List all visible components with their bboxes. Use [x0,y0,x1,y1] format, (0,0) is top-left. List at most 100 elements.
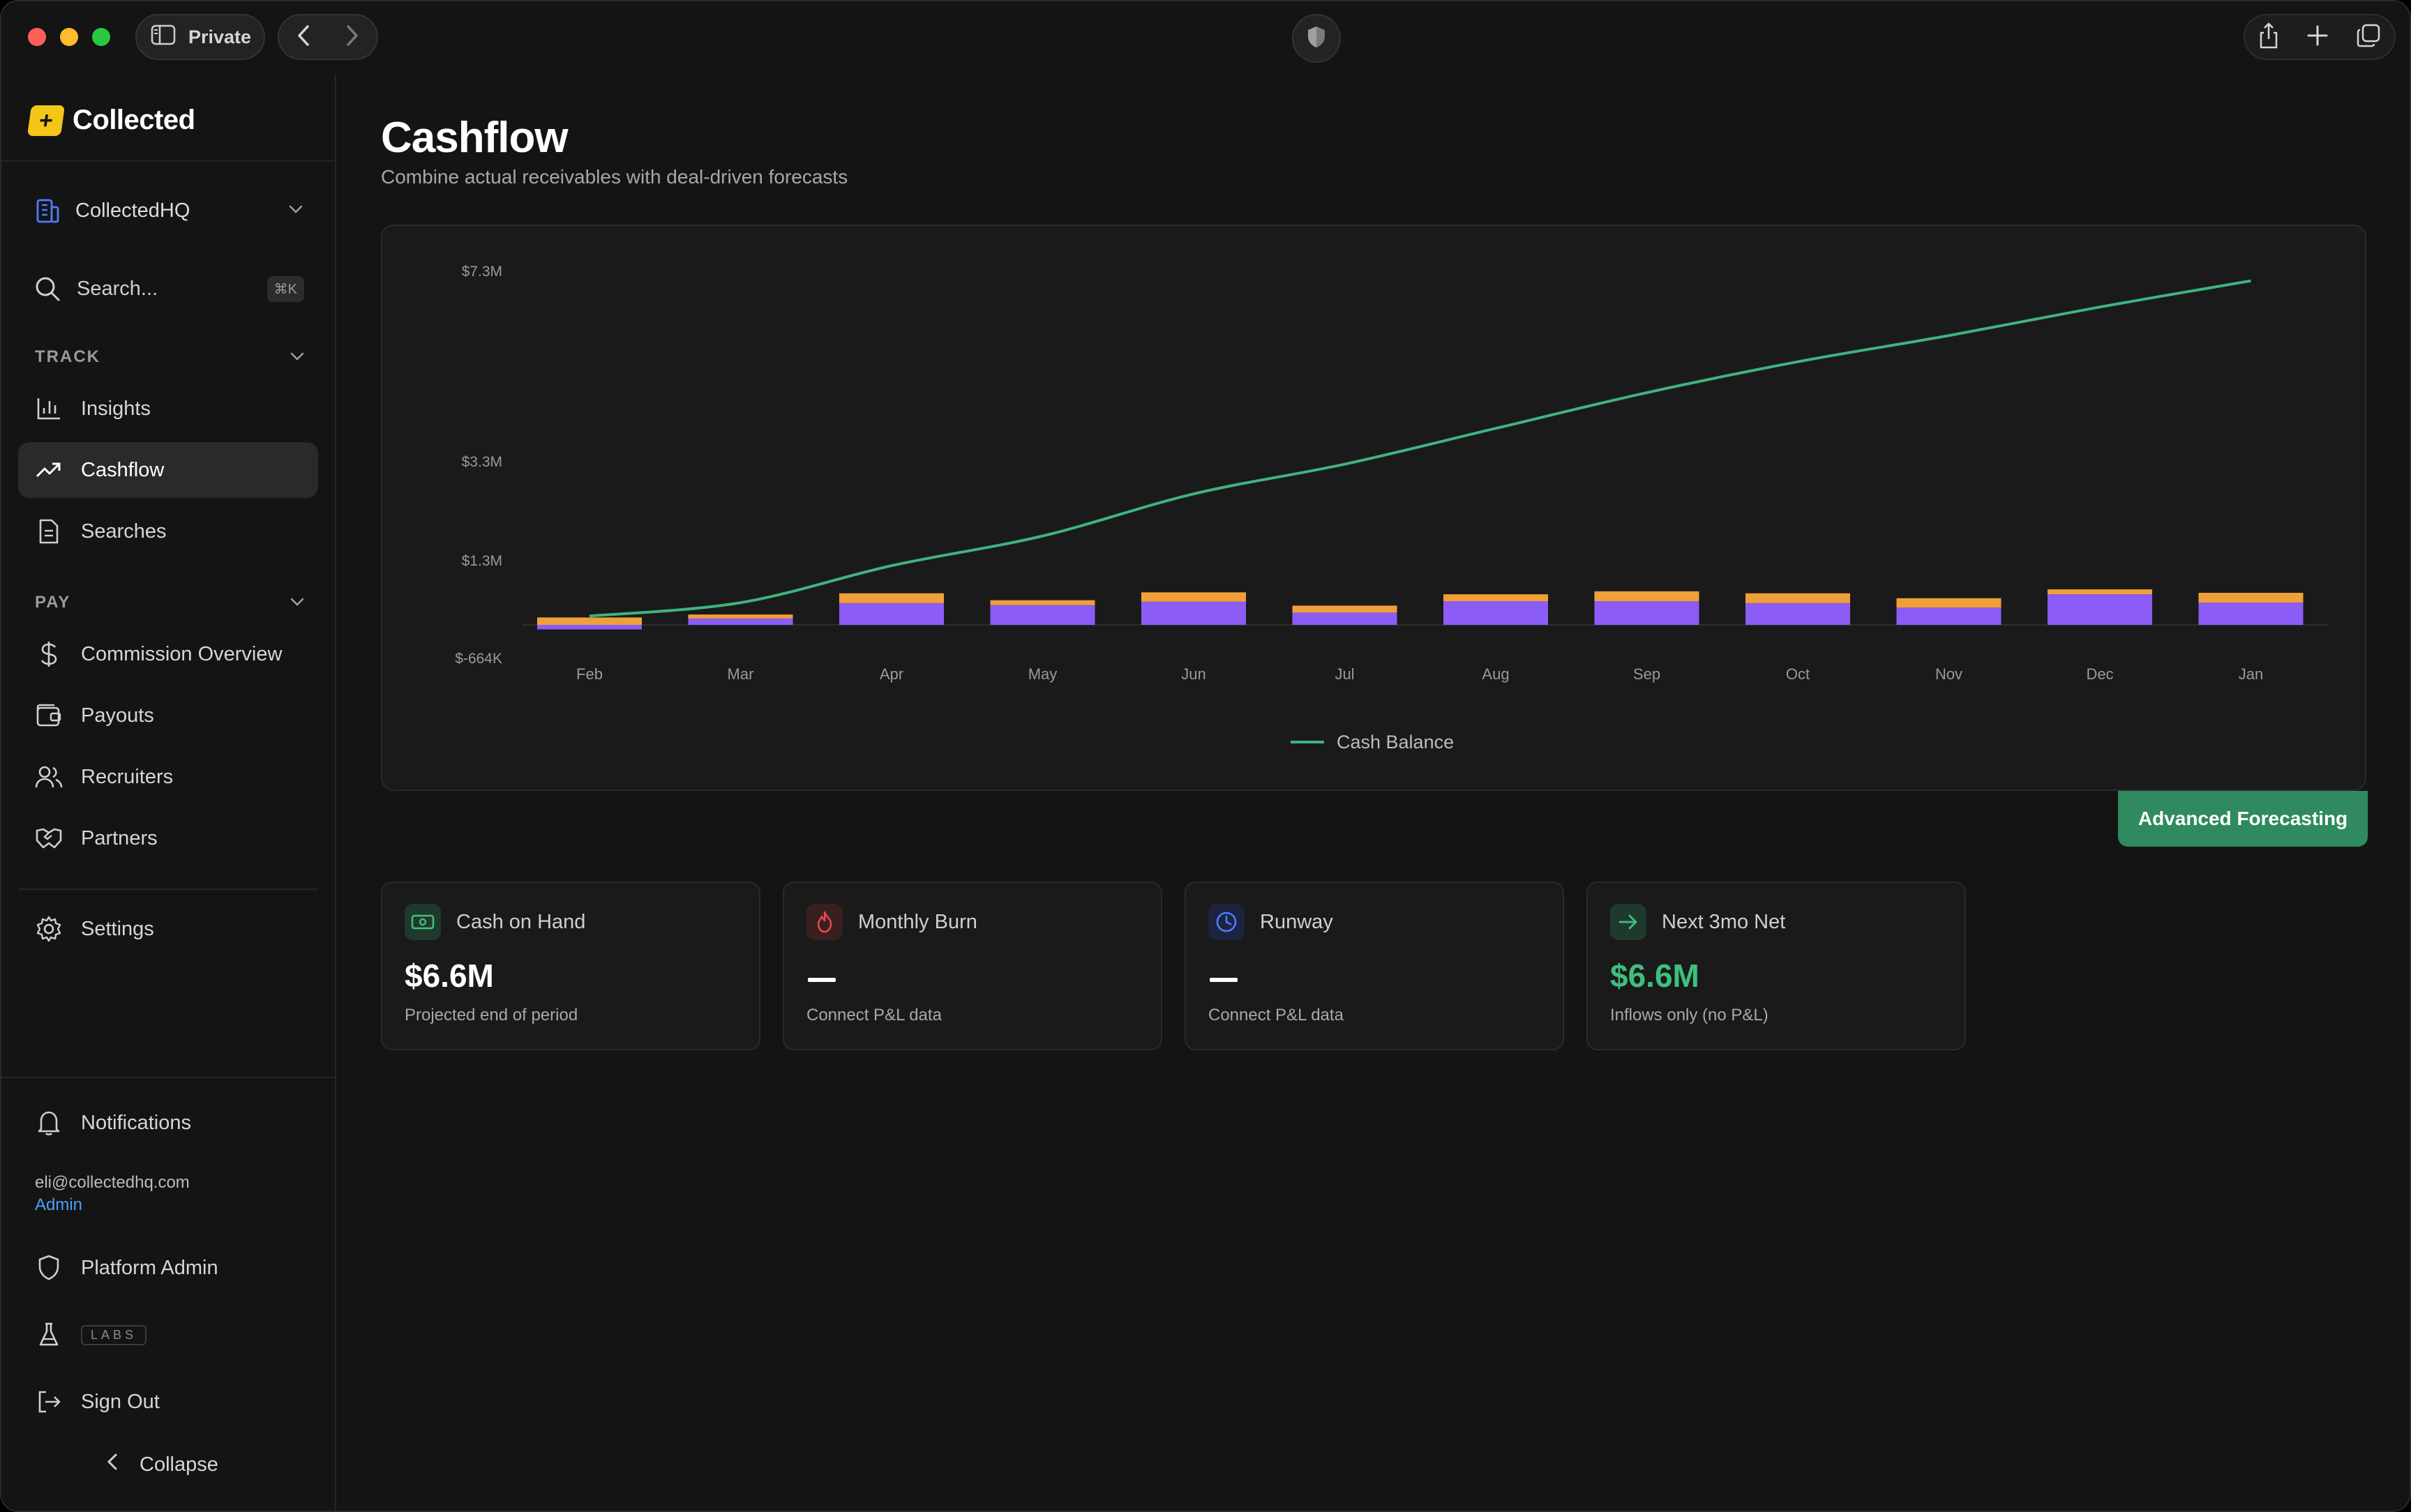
bar-orange [839,593,944,603]
share-icon[interactable] [2258,22,2279,53]
sidebar-item-label: Settings [81,917,154,940]
brand[interactable]: + Collected [27,105,195,136]
search-input[interactable]: Search... ⌘K [33,268,304,310]
sidebar-item-recruiters[interactable]: Recruiters [18,749,318,805]
private-sidebar-button[interactable]: Private [135,14,265,60]
sidebar-item-sign-out[interactable]: Sign Out [18,1374,318,1430]
user-email: eli@collectedhq.com [35,1173,190,1192]
dollar-icon [35,640,63,668]
sidebar-item-insights[interactable]: Insights [18,381,318,437]
sidebar-divider [1,160,335,162]
bar-orange [1594,591,1699,602]
shield-icon [1306,25,1327,52]
pay-section-label: PAY [35,593,71,612]
org-name: CollectedHQ [75,199,190,222]
collapse-label: Collapse [140,1453,218,1476]
pay-section-header[interactable]: PAY [35,589,306,617]
sign-out-icon [35,1388,63,1416]
stat-subtext: Connect P&L data [1208,1006,1344,1025]
bar-orange [1141,592,1246,602]
cash-balance-line [589,279,2251,618]
bar-purple [1141,601,1246,625]
bar-orange [688,614,793,619]
cashflow-chart-card: $7.3M $3.3M $1.3M $-664K Feb Mar Apr May Jun Jul A… [381,225,2366,791]
document-icon [35,517,63,545]
close-window-button[interactable] [28,28,46,46]
privacy-shield-button[interactable] [1292,14,1341,63]
shield-outline-icon [35,1254,63,1282]
x-tick-label: Apr [880,665,903,683]
x-tick-label: Sep [1633,665,1660,683]
chevron-left-icon [106,1452,119,1477]
back-icon[interactable] [295,24,312,51]
cash-icon [405,904,441,940]
new-tab-icon[interactable] [2306,24,2329,50]
track-section-label: TRACK [35,347,100,366]
forward-icon[interactable] [344,24,361,51]
x-tick-label: Dec [2086,665,2113,683]
cashflow-chart: $7.3M $3.3M $1.3M $-664K Feb Mar Apr May Jun Jul A… [455,264,2329,753]
legend-label: Cash Balance [1337,732,1454,753]
x-tick-label: Mar [728,665,754,683]
bar-purple [1594,601,1699,625]
labs-badge: LABS [81,1324,147,1345]
y-tick-label: $3.3M [462,454,502,470]
sidebar-item-settings[interactable]: Settings [18,901,318,957]
sidebar-item-label: Commission Overview [81,642,283,665]
bar-purple [990,605,1095,625]
sidebar: + Collected CollectedHQ Search... ⌘K TRA… [1,74,336,1511]
org-switcher[interactable]: CollectedHQ [33,191,304,230]
zoom-window-button[interactable] [92,28,110,46]
sidebar-toggle-icon [151,24,176,50]
bell-icon [35,1109,63,1137]
track-section-header[interactable]: TRACK [35,343,306,371]
history-nav [278,14,378,60]
stat-value-dash [808,978,836,982]
bar-orange [2198,593,2304,603]
stat-label: Cash on Hand [456,910,586,933]
bar-orange [1292,605,1397,613]
sidebar-item-label: Notifications [81,1111,191,1134]
stat-label: Next 3mo Net [1662,910,1786,933]
building-icon [33,197,61,225]
bar-orange [990,600,1095,605]
sidebar-item-cashflow[interactable]: Cashflow [18,442,318,498]
flask-icon [35,1321,63,1349]
bar-orange [1443,594,1548,602]
search-placeholder: Search... [77,277,158,300]
bar-orange [1745,593,1850,603]
arrow-right-icon [1610,904,1646,940]
sidebar-item-notifications[interactable]: Notifications [18,1095,318,1151]
advanced-forecasting-button[interactable]: Advanced Forecasting [2118,791,2368,847]
sidebar-divider [18,889,318,890]
chevron-down-icon [289,347,306,367]
bar-chart-icon [35,395,63,423]
sidebar-item-partners[interactable]: Partners [18,810,318,866]
sidebar-item-label: Sign Out [81,1390,160,1413]
stat-value: $6.6M [405,958,494,994]
search-shortcut: ⌘K [266,275,304,302]
sidebar-item-payouts[interactable]: Payouts [18,688,318,743]
wallet-icon [35,702,63,729]
tab-overview-icon[interactable] [2356,23,2381,52]
stat-value-dash [1210,978,1238,982]
sidebar-divider [1,1077,335,1078]
sidebar-item-label: Cashflow [81,458,165,481]
sidebar-item-label: Payouts [81,704,154,727]
stat-card-cash-on-hand: Cash on Hand $6.6M Projected end of peri… [381,882,760,1050]
brand-name: Collected [73,105,195,135]
bar-purple [1896,607,2001,625]
user-role[interactable]: Admin [35,1195,83,1214]
page-subtitle: Combine actual receivables with deal-dri… [381,166,848,188]
sidebar-item-platform-admin[interactable]: Platform Admin [18,1240,318,1296]
bar-purple [688,618,793,625]
stat-subtext: Inflows only (no P&L) [1610,1006,1768,1025]
sidebar-item-searches[interactable]: Searches [18,504,318,559]
title-bar: Private [1,1,2410,74]
minimize-window-button[interactable] [60,28,78,46]
sidebar-item-commission-overview[interactable]: Commission Overview [18,626,318,682]
sidebar-item-labs[interactable]: LABS [18,1307,318,1363]
gear-icon [35,915,63,943]
collapse-button[interactable]: Collapse [106,1452,218,1477]
